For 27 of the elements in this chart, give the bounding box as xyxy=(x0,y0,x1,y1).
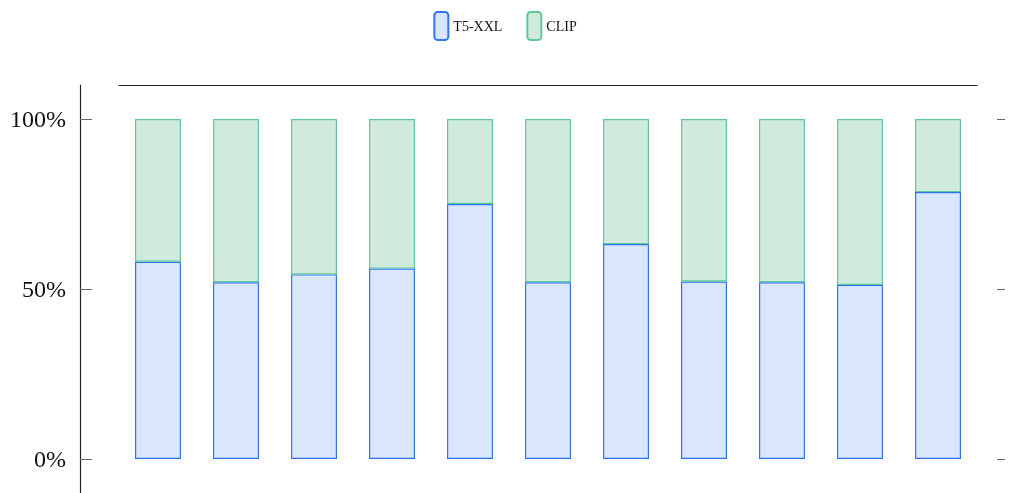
bar xyxy=(291,274,337,459)
bar xyxy=(213,119,259,283)
bar xyxy=(135,119,181,262)
bar xyxy=(447,119,493,204)
y-tick-label: 100% xyxy=(10,106,66,132)
bar xyxy=(837,284,883,459)
bar xyxy=(291,119,337,275)
bar xyxy=(759,119,805,283)
bar xyxy=(915,192,961,459)
y-tick-label: 50% xyxy=(22,276,66,302)
bar xyxy=(213,282,259,459)
bar xyxy=(759,282,805,459)
legend-label: CLIP xyxy=(546,18,577,34)
bar xyxy=(603,244,649,459)
bar xyxy=(837,119,883,285)
bar xyxy=(369,119,415,269)
bar xyxy=(447,204,493,459)
bar xyxy=(915,119,961,193)
bar xyxy=(135,261,181,459)
bar xyxy=(525,282,571,459)
bar xyxy=(525,119,571,283)
bar xyxy=(603,119,649,245)
bar xyxy=(681,281,727,459)
bar xyxy=(369,268,415,459)
legend-label: T5-XXL xyxy=(453,18,503,34)
y-tick-label: 0% xyxy=(34,446,66,472)
bar xyxy=(681,119,727,282)
